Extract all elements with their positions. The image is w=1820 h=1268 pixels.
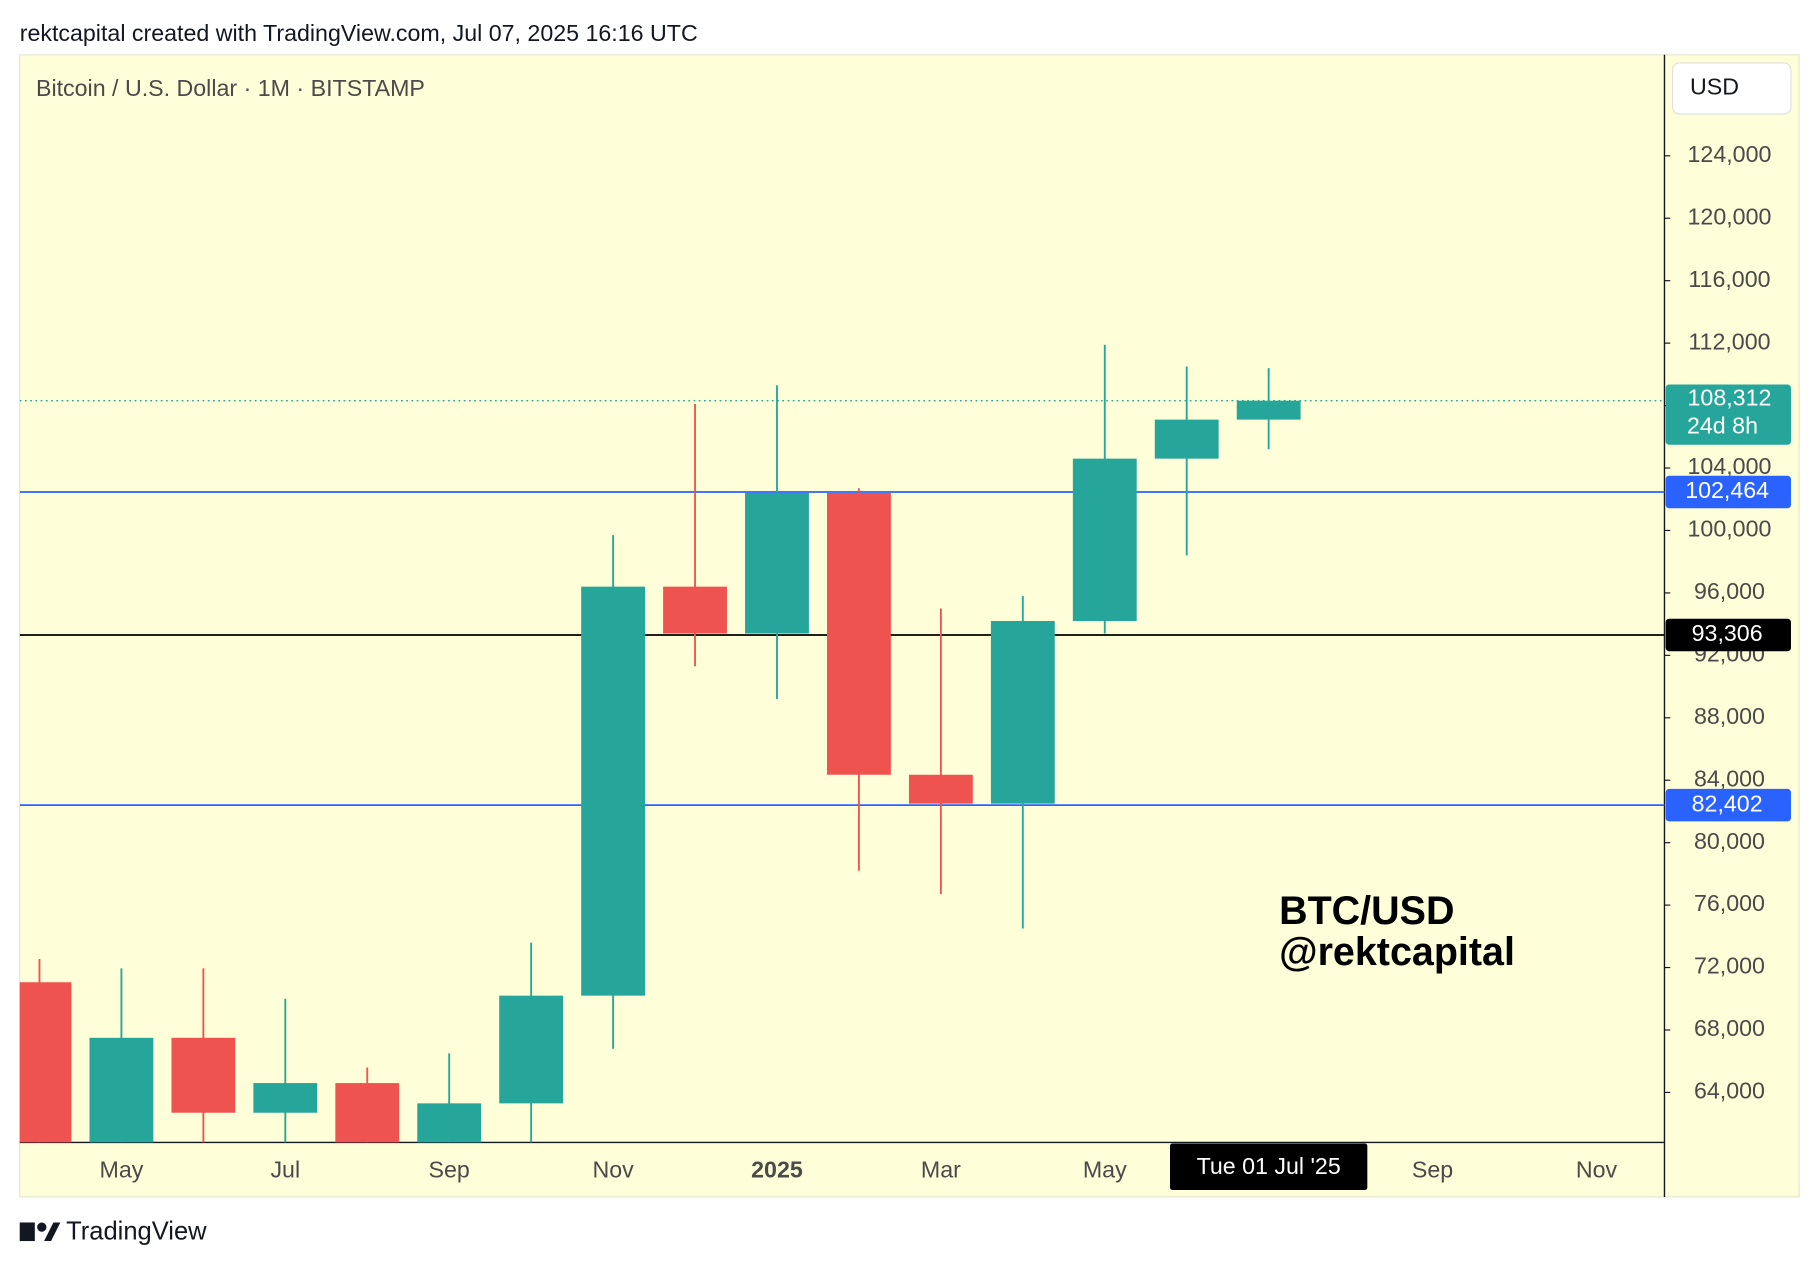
x-tick-label: Sep	[429, 1157, 470, 1183]
crosshair-box	[1170, 1143, 1368, 1190]
x-tick-label: Jul	[270, 1157, 300, 1183]
y-tick-label: 76,000	[1694, 890, 1765, 916]
candle-body	[19, 982, 72, 1143]
x-tick-label: Mar	[921, 1157, 961, 1183]
candle-body	[990, 620, 1055, 804]
x-tick-label: Nov	[1576, 1157, 1618, 1183]
candle-body	[89, 1037, 154, 1143]
last-price-label: 108,312	[1688, 385, 1772, 411]
y-tick-label: 120,000	[1688, 203, 1772, 229]
candle-body	[663, 586, 727, 634]
chart-panel	[19, 54, 1800, 1198]
currency-label: USD	[1690, 74, 1739, 100]
y-tick-label: 64,000	[1694, 1078, 1765, 1104]
level-label: 82,402	[1692, 790, 1763, 816]
y-tick-label: 84,000	[1694, 765, 1765, 791]
annotation: BTC/USD	[1279, 889, 1454, 933]
currency-button[interactable]	[1672, 62, 1792, 115]
level-label: 102,464	[1685, 477, 1769, 503]
candle-body	[499, 995, 564, 1104]
y-tick-label: 96,000	[1694, 578, 1765, 604]
y-tick-label: 100,000	[1688, 516, 1772, 542]
y-tick-label: 72,000	[1694, 953, 1765, 979]
candle-body	[581, 586, 646, 996]
candle-body	[335, 1083, 400, 1143]
level-label: 93,306	[1692, 620, 1763, 646]
tradingview-logo	[19, 1222, 61, 1242]
x-tick-label: Sep	[1412, 1157, 1453, 1183]
level-label-box	[1665, 618, 1791, 652]
y-tick-label: 124,000	[1688, 141, 1772, 167]
y-tick-label: 68,000	[1694, 1015, 1765, 1041]
level-label-box	[1665, 788, 1791, 822]
last-price-box	[1665, 384, 1791, 445]
candle-body	[1154, 419, 1219, 459]
y-tick-label: 88,000	[1694, 703, 1765, 729]
crosshair-label: Tue 01 Jul '25	[1197, 1153, 1341, 1179]
footer-brand: TradingView	[66, 1218, 207, 1246]
x-tick-label: May	[99, 1157, 143, 1183]
y-tick-label: 116,000	[1688, 266, 1770, 292]
level-label-box	[1665, 475, 1791, 509]
candle-body	[417, 1103, 482, 1143]
x-tick-label: 2025	[751, 1157, 803, 1183]
candle-body	[745, 492, 809, 634]
candle-body	[908, 774, 973, 804]
plot-area	[19, 344, 1665, 1143]
y-tick-label: 104,000	[1688, 453, 1772, 479]
x-tick-label: May	[1083, 1157, 1127, 1183]
candle-body	[253, 1083, 318, 1113]
y-tick-label: 80,000	[1694, 828, 1765, 854]
candle-body	[827, 492, 891, 775]
candle-body	[1236, 400, 1301, 420]
countdown-label: 24d 8h	[1687, 413, 1758, 439]
candle-body	[1072, 458, 1137, 621]
y-tick-label: 112,000	[1688, 328, 1770, 354]
symbol-title: Bitcoin / U.S. Dollar · 1M · BITSTAMP	[36, 75, 425, 101]
header: rektcapital created with TradingView.com…	[20, 20, 698, 46]
x-tick-label: Nov	[592, 1157, 634, 1183]
candle-body	[171, 1037, 236, 1113]
annotation: @rektcapital	[1279, 930, 1515, 974]
